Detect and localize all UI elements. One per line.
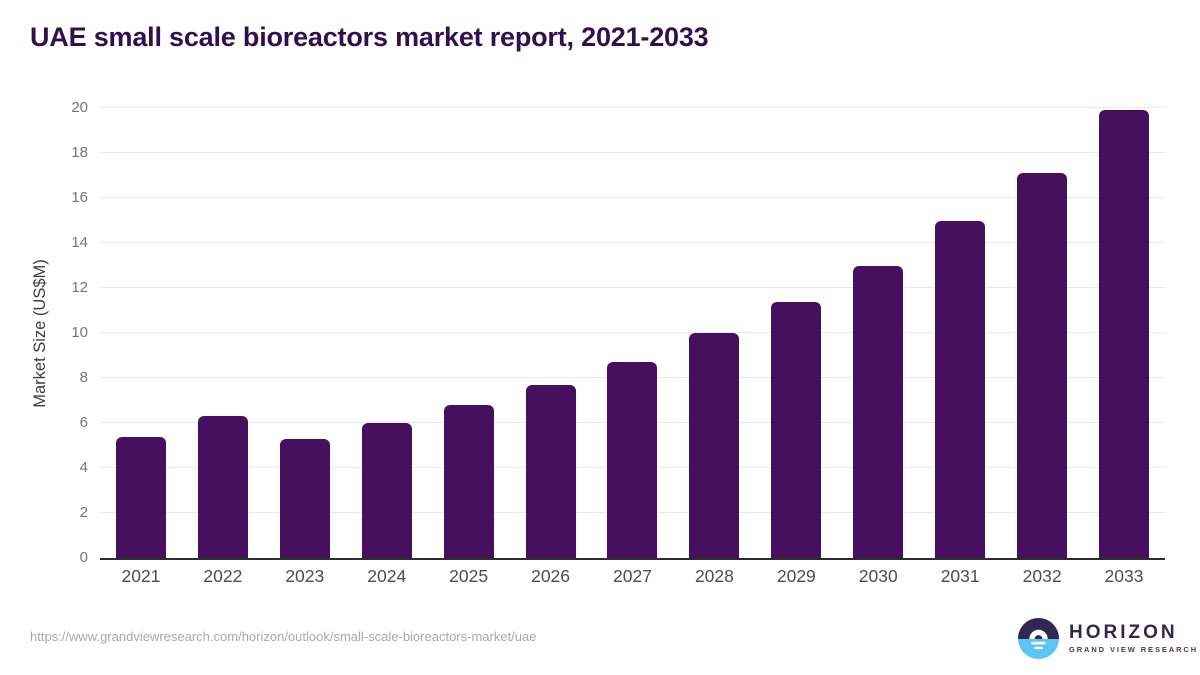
bar-2027 bbox=[607, 362, 658, 558]
logo-subbrand: GRAND VIEW RESEARCH bbox=[1069, 645, 1199, 654]
bar-2026 bbox=[525, 384, 576, 558]
x-tick-label: 2030 bbox=[858, 566, 898, 586]
y-tick-label: 2 bbox=[79, 504, 88, 521]
x-tick-label: 2022 bbox=[203, 566, 243, 586]
bar-series bbox=[100, 108, 1165, 558]
y-tick-label: 14 bbox=[71, 234, 88, 251]
y-tick-label: 4 bbox=[79, 459, 88, 476]
x-tick-label: 2023 bbox=[285, 566, 325, 586]
y-tick-label: 8 bbox=[79, 369, 88, 386]
bar-slot-2027 bbox=[592, 108, 674, 558]
x-tick-label: 2026 bbox=[531, 566, 571, 586]
x-tick-label: 2028 bbox=[694, 566, 734, 586]
x-axis: 2021 2022 2023 2024 2025 2026 2027 2028 2029 2030… bbox=[100, 566, 1165, 587]
gridline bbox=[100, 332, 1165, 333]
x-tick-label: 2021 bbox=[121, 566, 161, 586]
bar-slot-2025 bbox=[428, 108, 510, 558]
y-tick-label: 18 bbox=[71, 144, 88, 161]
bar-slot-2022 bbox=[182, 108, 264, 558]
x-tick-label: 2033 bbox=[1104, 566, 1144, 586]
y-tick-label: 20 bbox=[71, 99, 88, 116]
bar-slot-2023 bbox=[264, 108, 346, 558]
x-tick-label: 2031 bbox=[940, 566, 980, 586]
bar-slot-2026 bbox=[510, 108, 592, 558]
gridline bbox=[100, 107, 1165, 108]
bar-2024 bbox=[361, 423, 412, 558]
x-tick-label: 2032 bbox=[1022, 566, 1062, 586]
bar-slot-2028 bbox=[673, 108, 755, 558]
x-tick-label: 2029 bbox=[776, 566, 816, 586]
page-title: UAE small scale bioreactors market repor… bbox=[30, 22, 709, 52]
bar-2023 bbox=[279, 438, 330, 558]
bar-2021 bbox=[115, 436, 166, 558]
y-tick-label: 10 bbox=[71, 324, 88, 341]
horizon-logo: HORIZON GRAND VIEW RESEARCH bbox=[1018, 618, 1198, 659]
x-tick-label: 2025 bbox=[449, 566, 489, 586]
x-tick-label: 2024 bbox=[367, 566, 407, 586]
bar-slot-2030 bbox=[837, 108, 919, 558]
source-url: https://www.grandviewresearch.com/horizo… bbox=[30, 629, 537, 644]
bar-2028 bbox=[689, 333, 740, 558]
plot-area: 0 2 4 6 8 10 12 14 16 18 20 bbox=[71, 99, 1165, 566]
gridline bbox=[100, 242, 1165, 243]
y-tick-label: 16 bbox=[71, 189, 88, 206]
bar-2022 bbox=[197, 416, 248, 558]
bar-2031 bbox=[935, 220, 986, 558]
bar-2033 bbox=[1099, 110, 1150, 558]
y-tick-label: 12 bbox=[71, 279, 88, 296]
bar-2025 bbox=[443, 405, 494, 558]
gridline bbox=[100, 197, 1165, 198]
y-tick-label: 0 bbox=[79, 549, 88, 566]
bar-2032 bbox=[1017, 173, 1068, 558]
y-tick-label: 6 bbox=[79, 414, 88, 431]
bar-slot-2032 bbox=[1001, 108, 1083, 558]
logo-text: HORIZON GRAND VIEW RESEARCH bbox=[1069, 622, 1199, 655]
bar-slot-2031 bbox=[919, 108, 1001, 558]
gridline bbox=[100, 152, 1165, 153]
logo-brand: HORIZON bbox=[1069, 622, 1178, 643]
sun-over-horizon-icon bbox=[1018, 618, 1059, 659]
bar-slot-2033 bbox=[1083, 108, 1165, 558]
bar-slot-2024 bbox=[346, 108, 428, 558]
gridline bbox=[100, 287, 1165, 288]
x-tick-label: 2027 bbox=[613, 566, 652, 586]
bar-slot-2029 bbox=[755, 108, 837, 558]
bar-2029 bbox=[771, 301, 822, 558]
bar-2030 bbox=[853, 265, 904, 558]
bar-slot-2021 bbox=[100, 108, 182, 558]
